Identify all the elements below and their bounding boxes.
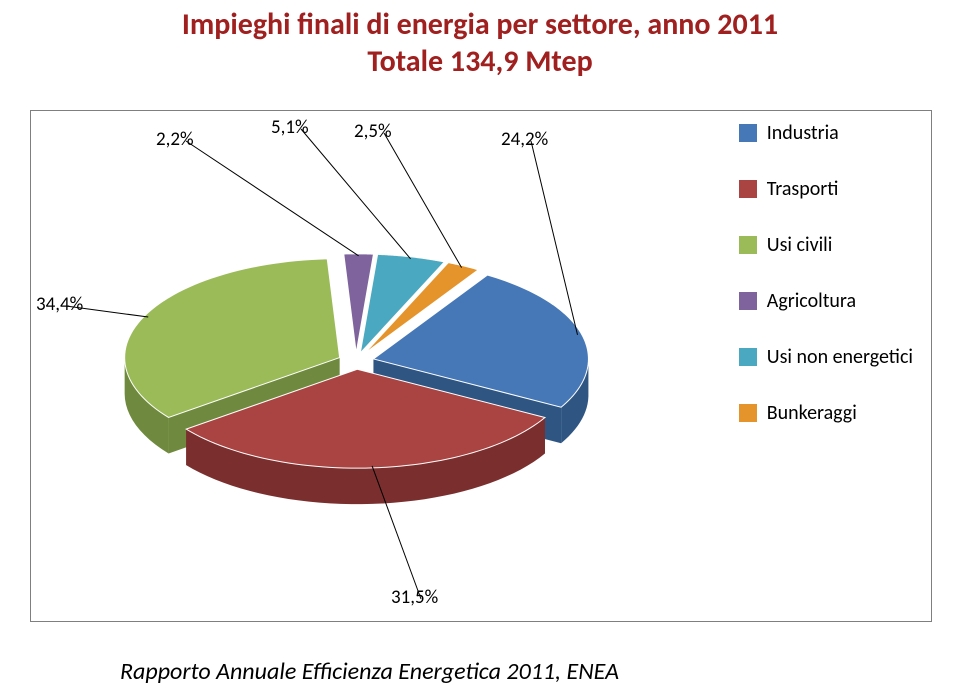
legend-label: Usi non energetici xyxy=(767,345,913,369)
page-title: Impieghi finali di energia per settore, … xyxy=(0,6,960,80)
slice-label: 5,1% xyxy=(271,116,309,139)
slice-label: 24,2% xyxy=(501,128,548,151)
legend-swatch xyxy=(739,180,757,198)
chart-container: 24,2% 31,5% 34,4% 2,2% 5,1% 2,5% Industria Tra… xyxy=(30,110,932,622)
slice-label: 34,4% xyxy=(36,293,83,316)
legend-label: Trasporti xyxy=(767,177,839,201)
legend-label: Agricoltura xyxy=(767,289,856,313)
legend-item: Usi non energetici xyxy=(739,345,913,369)
legend-swatch xyxy=(739,404,757,422)
legend-item: Industria xyxy=(739,121,913,145)
legend-label: Usi civili xyxy=(767,233,833,257)
legend-item: Bunkeraggi xyxy=(739,401,913,425)
title-line-1: Impieghi finali di energia per settore, … xyxy=(0,6,960,43)
legend-item: Usi civili xyxy=(739,233,913,257)
legend-item: Agricoltura xyxy=(739,289,913,313)
leader-line xyxy=(384,133,462,268)
slice-label: 2,5% xyxy=(354,120,392,143)
legend-swatch xyxy=(739,124,757,142)
legend-swatch xyxy=(739,292,757,310)
legend-swatch xyxy=(739,348,757,366)
legend-label: Bunkeraggi xyxy=(767,401,857,425)
pie-chart: 24,2% 31,5% 34,4% 2,2% 5,1% 2,5% xyxy=(31,111,691,621)
source-caption: Rapporto Annuale Efficienza Energetica 2… xyxy=(120,657,619,686)
title-line-2: Totale 134,9 Mtep xyxy=(0,43,960,80)
legend-swatch xyxy=(739,236,757,254)
slice-label: 31,5% xyxy=(391,586,438,609)
slice-label: 2,2% xyxy=(156,128,194,151)
legend-item: Trasporti xyxy=(739,177,913,201)
legend-label: Industria xyxy=(767,121,839,145)
leader-line xyxy=(186,141,359,256)
leader-line xyxy=(301,129,411,259)
chart-legend: Industria Trasporti Usi civili Agricoltura U… xyxy=(739,121,913,457)
